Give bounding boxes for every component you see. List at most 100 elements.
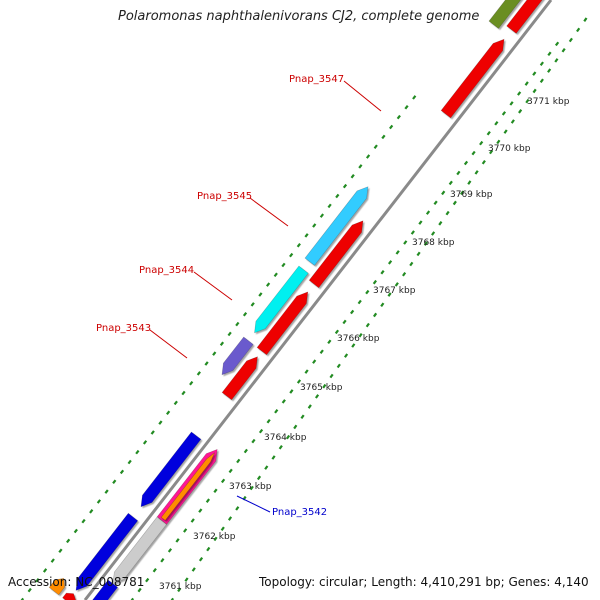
tick-mark: [433, 200, 438, 205]
gene-olive[interactable]: [488, 0, 555, 29]
tick-mark: [496, 139, 501, 145]
tick-row-left: [20, 95, 417, 600]
gene-blue-upper[interactable]: [140, 431, 202, 508]
tick-mark: [319, 349, 324, 354]
gene-orange-3542[interactable]: [160, 452, 215, 521]
tick-mark: [20, 597, 25, 600]
tick-mark: [150, 430, 155, 435]
tick-mark: [494, 121, 499, 126]
tick-mark: [300, 414, 305, 420]
tick-mark: [431, 231, 436, 236]
tick-mark: [177, 587, 182, 593]
tick-mark: [510, 119, 515, 124]
tick-mark: [190, 518, 195, 523]
tick-mark: [327, 339, 332, 345]
tick-mark: [365, 154, 371, 159]
tick-mark: [319, 213, 325, 218]
tick-mark: [66, 538, 71, 544]
gene-red-top[interactable]: [506, 0, 566, 34]
tick-mark: [412, 95, 417, 100]
tick-mark: [389, 124, 394, 130]
tick-mark: [380, 302, 385, 308]
tick-mark: [264, 465, 269, 470]
tick-mark: [517, 91, 522, 96]
gene-blue-lower[interactable]: [75, 512, 139, 591]
gene-red-3544[interactable]: [256, 291, 309, 356]
tick-mark: [104, 489, 109, 494]
tick-mark: [381, 134, 386, 140]
gene-cyan-3545[interactable]: [304, 186, 369, 266]
tick-mark: [250, 302, 255, 307]
gene-cyan-3544[interactable]: [254, 265, 309, 334]
gene-blue-3542[interactable]: [87, 579, 119, 600]
tick-mark: [410, 230, 415, 235]
tick-mark: [554, 58, 559, 63]
tick-mark: [96, 499, 102, 504]
gene-red-3543[interactable]: [221, 356, 258, 401]
tick-mark: [112, 479, 117, 485]
tick-mark: [583, 17, 588, 22]
genome-summary-text: Topology: circular; Length: 4,410,291 bp…: [259, 575, 589, 589]
tick-mark: [119, 469, 125, 475]
tick-mark: [418, 220, 423, 225]
tick-mark: [181, 390, 186, 396]
tick-mark: [158, 420, 163, 425]
gene-red-3545[interactable]: [308, 220, 364, 289]
tick-mark: [189, 380, 194, 386]
tick-mark: [220, 526, 225, 531]
tick-mark: [568, 37, 573, 43]
tick-mark: [206, 546, 211, 552]
tick-mark: [342, 183, 348, 189]
gene-label-pnap-3545[interactable]: Pnap_3545: [197, 191, 252, 202]
tick-mark: [142, 440, 148, 445]
tick-mark: [289, 252, 294, 258]
tick-mark: [73, 528, 78, 534]
tick-row-outer: [170, 17, 588, 600]
tick-label: 3762 kbp: [193, 532, 236, 542]
tick-mark: [289, 389, 294, 394]
tick-mark: [312, 223, 317, 228]
gene-label-leader: [149, 329, 188, 359]
tick-mark: [81, 518, 86, 524]
tick-mark: [438, 221, 443, 226]
gene-label-leader: [193, 271, 233, 301]
gene-label-pnap-3544[interactable]: Pnap_3544: [139, 265, 194, 276]
tick-mark: [235, 321, 240, 327]
gene-label-pnap-3542[interactable]: Pnap_3542: [272, 507, 327, 518]
gene-label-pnap-3547[interactable]: Pnap_3547: [289, 74, 344, 85]
tick-mark: [160, 558, 165, 563]
tick-mark: [322, 383, 327, 389]
gene-purple-3543[interactable]: [221, 336, 254, 376]
gene-orange-edge[interactable]: [48, 578, 65, 596]
tick-mark: [258, 292, 263, 297]
tick-label: 3767 kbp: [373, 286, 416, 296]
gene-red-3547[interactable]: [440, 38, 505, 119]
tick-mark: [307, 404, 312, 409]
tick-mark: [489, 149, 494, 155]
gene-red-edge[interactable]: [62, 592, 76, 600]
tick-mark: [196, 371, 201, 376]
tick-mark: [145, 577, 150, 583]
tick-mark: [547, 51, 552, 57]
tick-mark: [525, 98, 530, 104]
tick-mark: [27, 587, 32, 593]
tick-mark: [441, 190, 446, 196]
tick-mark: [183, 528, 188, 533]
tick-label: 3771 kbp: [527, 97, 570, 107]
tick-mark: [403, 240, 408, 245]
tick-mark: [242, 311, 248, 317]
tick-mark: [539, 61, 544, 66]
tick-mark: [365, 322, 370, 328]
tick-mark: [130, 597, 135, 600]
tick-mark: [402, 271, 407, 277]
tick-mark: [561, 47, 566, 53]
tick-mark: [501, 111, 507, 116]
tick-mark: [205, 498, 210, 503]
tick-mark: [474, 170, 479, 175]
tick-mark: [35, 578, 40, 583]
tick-mark: [539, 78, 544, 84]
gene-label-pnap-3543[interactable]: Pnap_3543: [96, 323, 151, 334]
tick-mark: [479, 140, 484, 146]
tick-mark: [166, 410, 171, 416]
tick-mark: [416, 251, 421, 257]
